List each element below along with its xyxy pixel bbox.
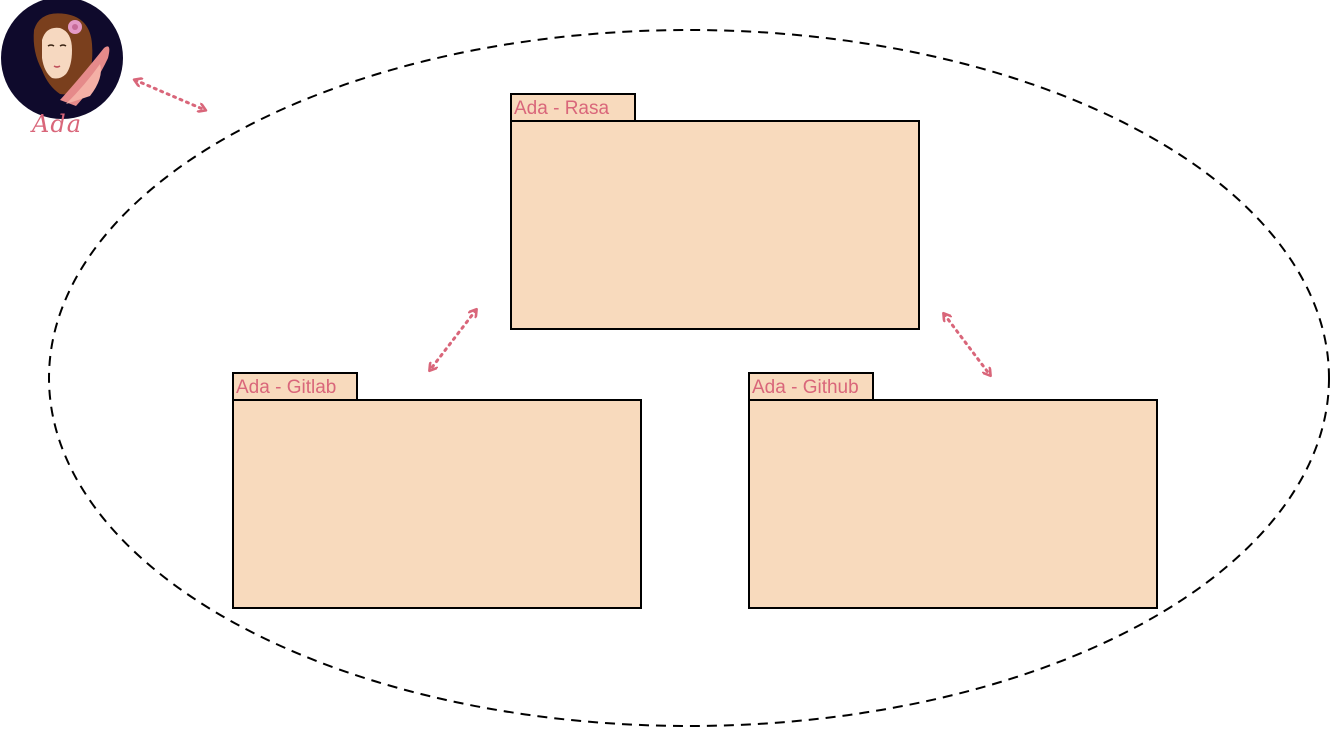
ada-logo-text: Ada [32,110,83,138]
arrow-rasa-gitlab [430,310,476,370]
package-label: Ada - Gitlab [232,372,358,400]
package-label: Ada - Github [748,372,874,400]
package-body [232,399,642,609]
package-body [510,120,920,330]
ada-avatar-icon [1,0,123,119]
package-label: Ada - Rasa [510,93,636,121]
arrow-ada-to-system [135,80,205,110]
arrow-rasa-github [944,314,990,375]
package-body [748,399,1158,609]
system-boundary-ellipse [48,29,1330,727]
